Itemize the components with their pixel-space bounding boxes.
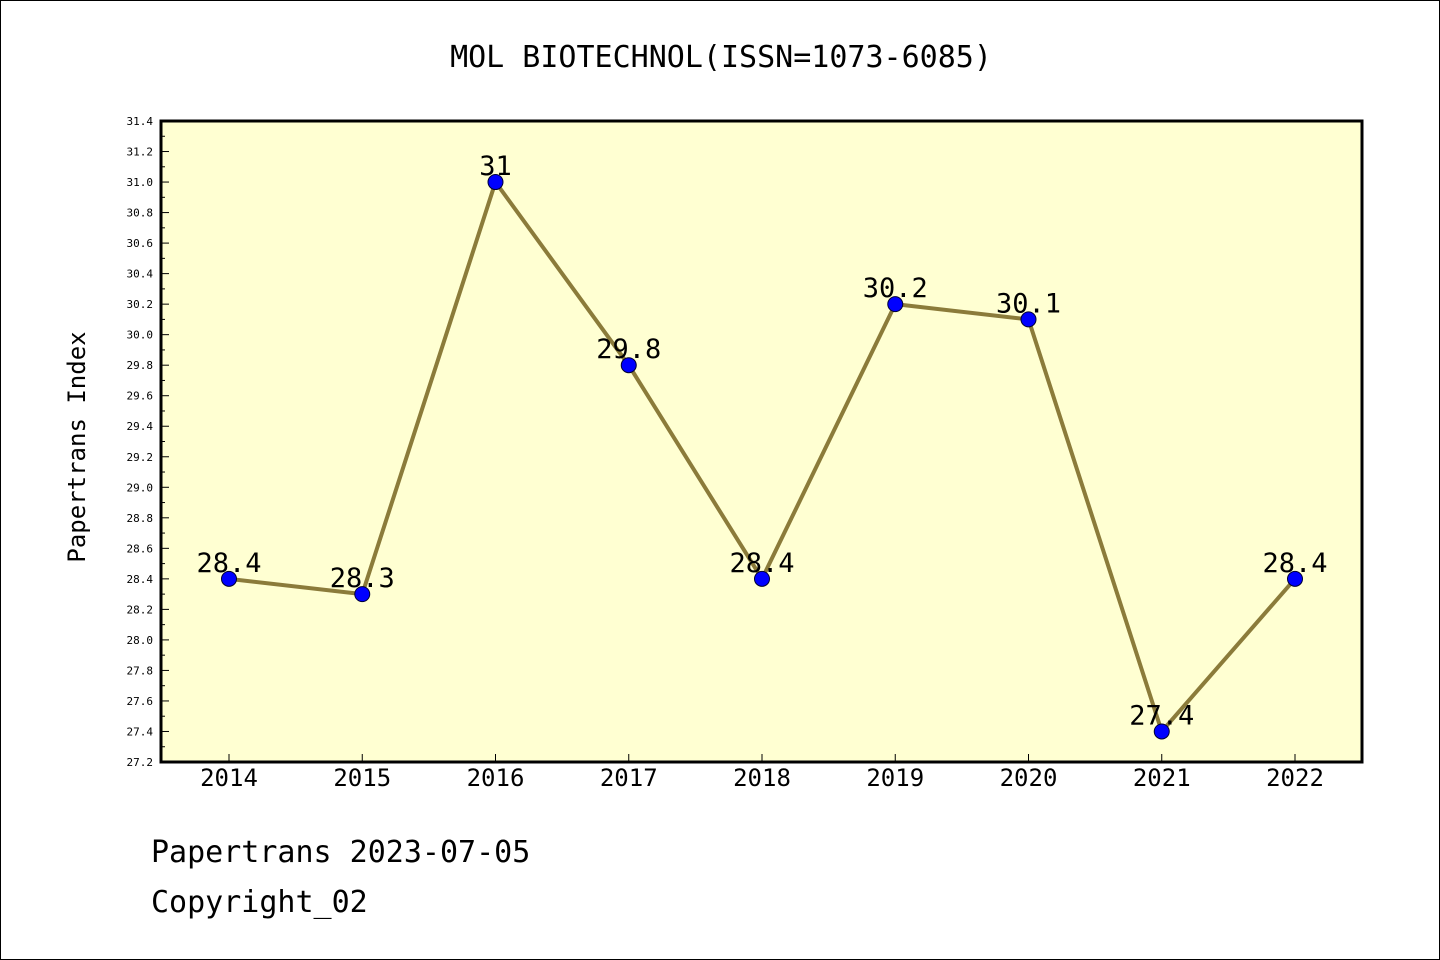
series-line-segment	[1026, 317, 1164, 734]
y-tick-label: 31.4	[127, 115, 154, 128]
data-label: 31	[479, 151, 512, 182]
footer-copyright: Copyright_02	[151, 885, 368, 920]
y-tick-label: 30.8	[127, 207, 154, 220]
data-point	[620, 357, 637, 374]
series-line-segment	[360, 180, 498, 597]
y-tick-label: 28.6	[127, 542, 154, 555]
data-point	[754, 570, 770, 587]
y-tick-label: 27.4	[127, 725, 154, 738]
y-tick-label: 29.8	[127, 359, 154, 372]
y-tick-label: 27.8	[127, 664, 154, 677]
series-line-segment	[626, 363, 764, 581]
x-tick-label: 2018	[733, 764, 791, 792]
y-tick-label: 29.2	[127, 451, 154, 464]
data-label: 28.4	[729, 548, 794, 579]
x-tick-label: 2021	[1133, 764, 1191, 792]
x-tick-label: 2015	[333, 764, 391, 792]
y-tick-label: 30.4	[127, 268, 154, 281]
series-line-segment	[760, 302, 898, 581]
y-tick-label: 31.2	[127, 146, 154, 159]
x-tick-label: 2019	[866, 764, 924, 792]
y-tick-label: 27.6	[127, 695, 154, 708]
y-axis-minor-ticks	[161, 135, 165, 748]
data-point	[1153, 723, 1170, 740]
data-label: 28.3	[330, 563, 395, 594]
data-label: 30.1	[996, 288, 1061, 319]
data-label: 27.4	[1129, 700, 1194, 731]
data-point	[354, 586, 371, 603]
y-tick-label: 28.0	[127, 634, 154, 647]
y-tick-label: 29.4	[127, 420, 154, 433]
x-tick-label: 2017	[600, 764, 658, 792]
y-tick-label: 31.0	[127, 176, 154, 189]
y-tick-label: 29.6	[127, 390, 154, 403]
plot-area	[159, 119, 1364, 764]
data-label: 28.4	[1262, 548, 1327, 579]
series-points	[221, 174, 1303, 740]
x-axis-ticks: 2014 2015 2016 2017 2018 2019 2020 2021 2022	[200, 754, 1324, 792]
series-lines	[227, 180, 1297, 734]
series-line-segment	[227, 576, 365, 597]
data-labels: 28.4 28.3 31 29.8 28.4 30.2 30.1 27.4 28.4	[196, 151, 1327, 731]
y-axis-label: Papertrans Index	[63, 331, 91, 562]
y-tick-label: 29.0	[127, 481, 154, 494]
y-tick-label: 28.2	[127, 603, 154, 616]
data-label: 29.8	[596, 334, 661, 365]
y-tick-label: 28.4	[127, 573, 154, 586]
y-tick-label: 27.2	[127, 756, 154, 769]
footer-date: Papertrans 2023-07-05	[151, 835, 531, 870]
series-line-segment	[893, 302, 1031, 322]
x-tick-label: 2020	[1000, 764, 1058, 792]
series-line-segment	[493, 180, 631, 368]
y-tick-label: 30.2	[127, 298, 154, 311]
series-line-segment	[1159, 576, 1297, 734]
data-point	[1020, 311, 1037, 328]
data-point	[887, 296, 904, 313]
x-tick-label: 2022	[1266, 764, 1324, 792]
y-axis-ticks: 27.2 27.4 27.6 27.8 28.0 28.2 28.4 28.6 28.8 29.0…	[127, 115, 169, 769]
y-tick-label: 30.6	[127, 237, 154, 250]
chart-title: MOL BIOTECHNOL(ISSN=1073-6085)	[450, 40, 992, 75]
data-label: 28.4	[196, 548, 261, 579]
x-tick-label: 2016	[467, 764, 525, 792]
x-tick-label: 2014	[200, 764, 258, 792]
data-label: 30.2	[863, 273, 928, 304]
data-point	[221, 570, 237, 587]
data-point	[1287, 570, 1303, 587]
y-tick-label: 30.0	[127, 329, 154, 342]
y-tick-label: 28.8	[127, 512, 154, 525]
data-point	[487, 174, 504, 191]
